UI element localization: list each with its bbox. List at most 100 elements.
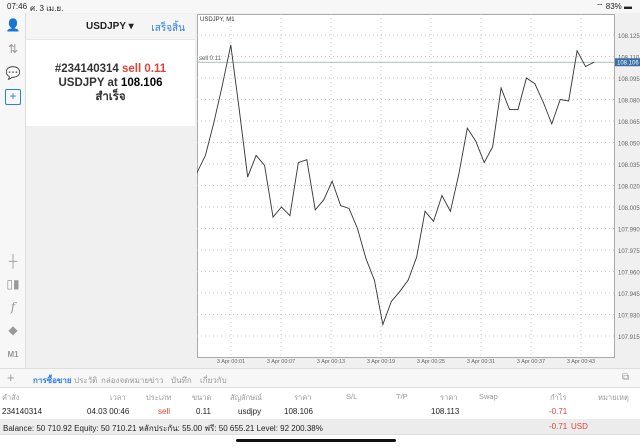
price-point bbox=[526, 77, 527, 79]
tab-journal[interactable]: บันทึก bbox=[171, 376, 192, 385]
battery: ⌔ 83% ▬ bbox=[596, 2, 632, 11]
order-line-label: sell 0.11 bbox=[199, 56, 222, 62]
price-point bbox=[348, 208, 350, 209]
price-point bbox=[433, 220, 434, 222]
price-point bbox=[568, 100, 570, 102]
y-tick-label: 108.065 bbox=[618, 120, 640, 126]
price-point bbox=[390, 301, 392, 302]
tab-about[interactable]: เกี่ยวกับ bbox=[200, 376, 227, 385]
y-tick-label: 107.990 bbox=[618, 228, 640, 234]
balance-summary: Balance: 50 710.92 Equity: 50 710.21 หลั… bbox=[3, 424, 323, 433]
home-indicator bbox=[236, 439, 396, 442]
x-tick-label: 3 Apr 00:31 bbox=[467, 359, 495, 364]
y-tick-label: 108.050 bbox=[618, 142, 640, 148]
price-point bbox=[483, 162, 485, 163]
new-order-icon[interactable]: + bbox=[5, 89, 21, 105]
date: ศ. 3 เม.ย. bbox=[30, 4, 64, 13]
cell-current-price: 108.113 bbox=[431, 407, 460, 416]
tab-mailbox[interactable]: กล่องจดหมาย bbox=[101, 376, 150, 385]
table-header: คำสั่ง เวลา ประเภท ขนาด สัญลักษณ์ ราคา S… bbox=[0, 388, 640, 403]
symbol-selector[interactable]: USDJPY ▾ bbox=[86, 21, 134, 32]
col-type: ประเภท bbox=[146, 393, 172, 402]
price-point bbox=[281, 206, 282, 208]
price-point bbox=[475, 140, 477, 142]
price-point bbox=[331, 180, 333, 182]
col-swap: Swap bbox=[479, 392, 498, 401]
price-point bbox=[238, 109, 240, 110]
col-symbol: สัญลักษณ์ bbox=[230, 393, 263, 402]
price-line bbox=[197, 44, 595, 327]
battery-level: 83% bbox=[605, 2, 622, 11]
cell-time: 04.03 00:46 bbox=[87, 407, 130, 416]
left-toolbar: 👤 ⇅ 💬 + ┼ ▯▮ f ◆ M1 bbox=[0, 13, 26, 368]
done-button[interactable]: เสร็จสิ้น bbox=[151, 23, 185, 34]
order-price-line: USDJPY at 108.106 bbox=[58, 77, 163, 89]
total-profit: -0.71 bbox=[549, 422, 568, 431]
x-tick-label: 3 Apr 00:19 bbox=[367, 359, 395, 364]
price-point bbox=[205, 155, 206, 156]
order-ticket-line: #234140314 sell 0.11 bbox=[54, 63, 167, 75]
price-point bbox=[585, 66, 586, 67]
price-point bbox=[576, 50, 578, 52]
status-bar: 07:46 ศ. 3 เม.ย. ⌔ 83% ▬ bbox=[0, 0, 640, 13]
price-point bbox=[407, 279, 409, 281]
col-size: ขนาด bbox=[192, 393, 212, 402]
y-tick-label: 108.095 bbox=[618, 77, 640, 83]
indicator-f-icon[interactable]: f bbox=[10, 300, 16, 314]
price-point bbox=[458, 173, 460, 175]
y-tick-label: 108.035 bbox=[618, 163, 640, 169]
current-price-label: 108.106 bbox=[617, 61, 639, 67]
price-point bbox=[542, 101, 544, 103]
y-tick-label: 108.005 bbox=[618, 206, 640, 212]
price-point bbox=[509, 109, 510, 110]
price-point bbox=[551, 123, 553, 125]
y-tick-label: 108.020 bbox=[618, 185, 640, 191]
x-tick-label: 3 Apr 00:13 bbox=[317, 359, 345, 364]
price-point bbox=[272, 216, 274, 218]
y-tick-label: 107.975 bbox=[618, 249, 640, 255]
current-price-tag bbox=[615, 58, 640, 67]
crosshair-icon[interactable]: ┼ bbox=[8, 254, 18, 268]
col-comment: หมายเหตุ bbox=[598, 393, 629, 402]
price-point bbox=[441, 195, 443, 196]
y-tick-label: 107.945 bbox=[618, 292, 640, 298]
chat-icon[interactable]: 💬 bbox=[5, 66, 21, 80]
trade-arrows-icon[interactable]: ⇅ bbox=[7, 42, 19, 56]
tab-news[interactable]: ข่าว bbox=[149, 376, 164, 385]
price-point bbox=[289, 215, 291, 217]
price-point bbox=[264, 165, 265, 166]
price-point bbox=[559, 99, 561, 100]
col-price: ราคา bbox=[294, 393, 312, 402]
price-chart[interactable]: 108.125108.110108.095108.080108.065108.0… bbox=[197, 14, 640, 364]
y-tick-label: 107.960 bbox=[618, 271, 640, 277]
add-icon[interactable]: + bbox=[7, 370, 15, 385]
price-point bbox=[500, 87, 502, 89]
price-point bbox=[213, 122, 215, 123]
col-time: เวลา bbox=[110, 393, 126, 402]
tab-history[interactable]: ประวัติ bbox=[74, 376, 98, 385]
cell-profit: -0.71 bbox=[549, 407, 568, 416]
layout-icon[interactable]: ⧉ bbox=[622, 372, 630, 383]
timeframe-button[interactable]: M1 bbox=[7, 350, 19, 359]
cell-symbol: usdjpy bbox=[238, 407, 262, 416]
price-point bbox=[230, 44, 232, 46]
col-tp: T/P bbox=[396, 392, 408, 401]
clock: 07:46 bbox=[7, 2, 28, 11]
tab-trade[interactable]: การซื้อขาย bbox=[33, 376, 72, 385]
y-tick-label: 107.915 bbox=[618, 335, 640, 341]
cell-price: 108.106 bbox=[284, 407, 313, 416]
price-point bbox=[297, 162, 299, 163]
home-indicator-area bbox=[0, 434, 640, 447]
objects-icon[interactable]: ◆ bbox=[8, 323, 18, 337]
price-point bbox=[416, 256, 418, 258]
x-tick-label: 3 Apr 00:07 bbox=[267, 359, 295, 364]
candlestick-icon[interactable]: ▯▮ bbox=[6, 277, 20, 291]
account-icon[interactable]: 👤 bbox=[5, 18, 21, 32]
price-point bbox=[399, 291, 401, 292]
cell-size: 0.11 bbox=[196, 407, 211, 416]
terminal-tabs: + การซื้อขาย ประวัติ กล่องจดหมาย ข่าว บั… bbox=[0, 368, 640, 388]
y-tick-label: 107.930 bbox=[618, 314, 640, 320]
col-sl: S/L bbox=[346, 392, 358, 401]
table-row[interactable]: 234140314 04.03 00:46 sell 0.11 usdjpy 1… bbox=[0, 403, 640, 419]
price-point bbox=[466, 127, 468, 129]
